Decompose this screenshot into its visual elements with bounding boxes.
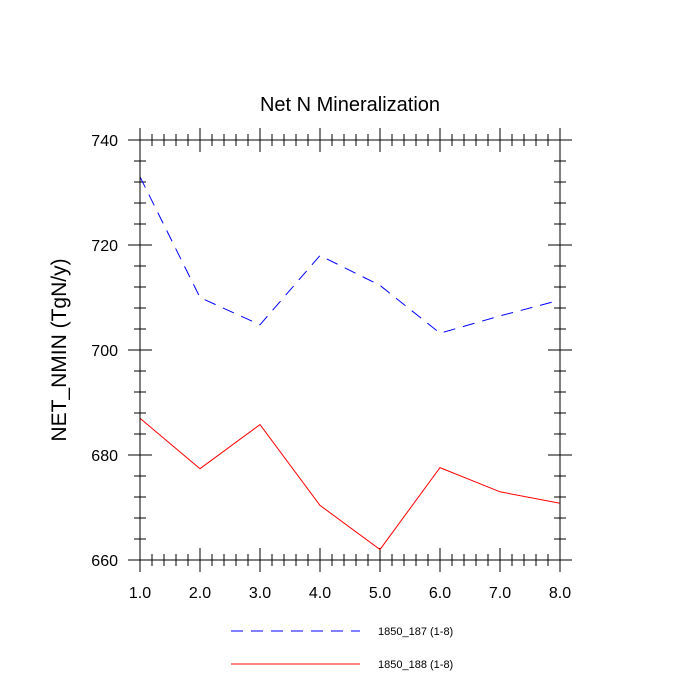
x-tick-label: 6.0 [429,585,451,602]
series-line-1 [139,176,561,334]
y-tick-label: 700 [91,343,118,360]
y-tick-label: 680 [91,448,118,465]
chart-title: Net N Mineralization [260,94,440,116]
y-tick-label: 740 [91,133,118,150]
x-tick-label: 7.0 [489,585,511,602]
x-tick-label: 2.0 [189,585,211,602]
series-line-2 [139,417,561,551]
y-axis-label: NET_NMIN (TgN/y) [48,258,71,441]
x-tick-label: 3.0 [249,585,271,602]
y-tick-label: 660 [91,553,118,570]
y-tick-label: 720 [91,238,118,255]
series-lines [139,176,561,551]
x-tick-label: 1.0 [129,585,151,602]
x-tick-labels: 1.0 2.0 3.0 4.0 5.0 6.0 7.0 8.0 [129,585,571,602]
x-tick-label: 5.0 [369,585,391,602]
y-tick-labels: 660 680 700 720 740 [91,133,118,570]
legend-label-2: 1850_188 (1-8) [378,659,453,671]
x-tick-label: 8.0 [549,585,571,602]
legend: 1850_187 (1-8) 1850_188 (1-8) [231,626,453,671]
minor-ticks [134,134,566,566]
major-ticks [128,128,572,572]
plot-frame [139,139,561,561]
legend-label-1: 1850_187 (1-8) [378,626,453,638]
x-tick-label: 4.0 [309,585,331,602]
